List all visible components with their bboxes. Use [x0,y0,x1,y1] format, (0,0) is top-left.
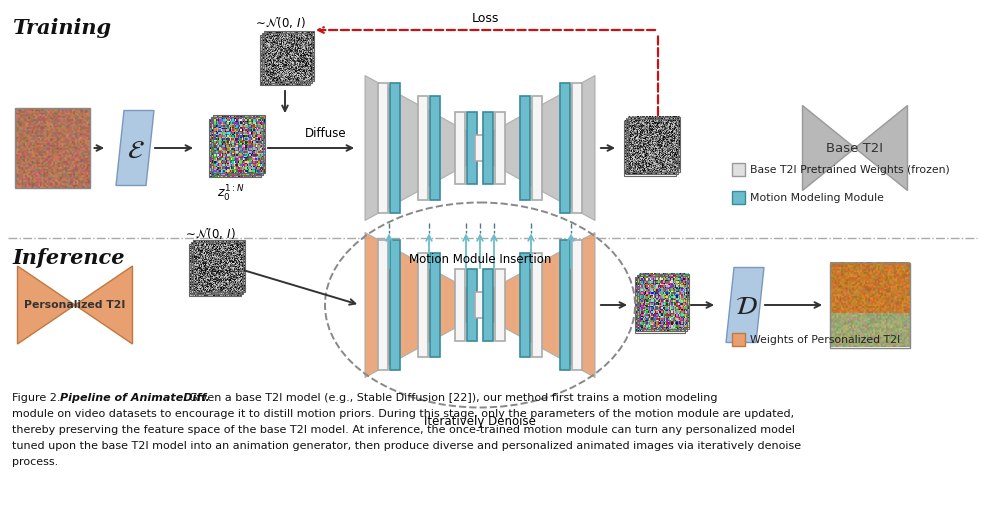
Text: Training: Training [12,18,111,38]
Bar [520,96,530,200]
Bar [193,240,245,292]
Bar [624,121,676,175]
Polygon shape [480,75,595,221]
Text: tuned upon the base T2I model into an animation generator, then produce diverse : tuned upon the base T2I model into an an… [12,441,801,451]
Text: process.: process. [12,457,58,467]
Text: Loss: Loss [472,12,499,25]
Bar [628,116,680,171]
Bar [532,96,542,200]
Polygon shape [116,110,154,186]
Polygon shape [855,106,907,190]
Text: $\sim\!\mathcal{N}(0,\,I)$: $\sim\!\mathcal{N}(0,\,I)$ [182,226,235,241]
Bar [635,278,685,332]
Text: $\mathcal{E}$: $\mathcal{E}$ [127,137,145,163]
Bar [213,115,265,173]
Text: $\sim\!\mathcal{N}(0,\,I)$: $\sim\!\mathcal{N}(0,\,I)$ [252,15,305,30]
Bar [390,240,400,370]
Bar [637,275,687,330]
Bar [732,191,745,204]
Bar [830,263,910,347]
Text: Motion Modeling Module: Motion Modeling Module [750,193,884,203]
Polygon shape [75,266,133,344]
Text: Diffuse: Diffuse [305,127,347,140]
Bar [189,244,241,296]
Polygon shape [726,267,764,343]
Text: Inference: Inference [12,248,124,268]
Text: Weights of Personalized T2I: Weights of Personalized T2I [750,335,900,345]
Bar [467,269,477,341]
Text: $\mathcal{D}$: $\mathcal{D}$ [735,294,757,320]
Polygon shape [18,266,75,344]
Bar [560,240,570,370]
Polygon shape [803,106,855,190]
Bar [209,119,261,177]
Bar [475,292,485,318]
Text: Base T2I Pretrained Weights (frozen): Base T2I Pretrained Weights (frozen) [750,165,950,175]
Bar [520,253,530,357]
Bar [732,163,745,176]
Bar [475,135,485,161]
Bar [467,112,477,184]
Text: thereby preserving the feature space of the base T2I model. At inference, the on: thereby preserving the feature space of … [12,425,795,435]
Bar [15,108,90,188]
Bar [260,35,310,85]
Bar [262,33,312,83]
Polygon shape [365,75,480,221]
Bar [191,242,243,294]
Text: Personalized T2I: Personalized T2I [25,300,126,310]
Bar [732,333,745,346]
Text: $z_0^{1:N}$: $z_0^{1:N}$ [218,184,244,204]
Bar [455,112,465,184]
Bar [483,112,493,184]
Bar [572,83,582,213]
Bar [560,83,570,213]
Text: Iteratively Denoise: Iteratively Denoise [425,416,536,428]
Bar [455,269,465,341]
Bar [532,253,542,357]
Bar [418,96,428,200]
Polygon shape [365,232,480,378]
Bar [378,240,388,370]
Text: module on video datasets to encourage it to distill motion priors. During this s: module on video datasets to encourage it… [12,409,794,419]
Polygon shape [480,232,595,378]
Bar [495,112,505,184]
Text: Given a base T2I model (e.g., Stable Diffusion [22]), our method first trains a : Given a base T2I model (e.g., Stable Dif… [182,393,717,403]
Text: Base T2I: Base T2I [826,142,884,154]
Bar [483,269,493,341]
Text: Motion Module Insertion: Motion Module Insertion [409,253,552,266]
Bar [390,83,400,213]
Bar [211,117,263,175]
Bar [626,119,678,173]
Text: Figure 2.: Figure 2. [12,393,68,403]
Bar [378,83,388,213]
Bar [639,273,689,328]
Bar [418,253,428,357]
Bar [572,240,582,370]
Bar [495,269,505,341]
Bar [430,253,440,357]
Bar [264,31,314,81]
Text: Pipeline of AnimateDiff.: Pipeline of AnimateDiff. [60,393,210,403]
Bar [430,96,440,200]
